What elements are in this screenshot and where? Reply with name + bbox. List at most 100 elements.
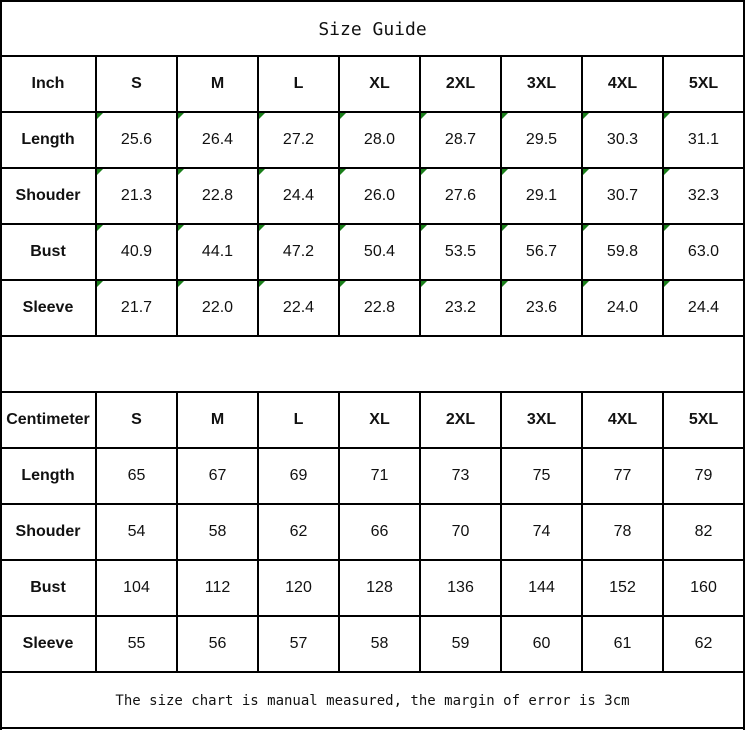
measurement-cell: 78 [613,523,632,540]
measurement-cell: 24.0 [606,299,639,316]
column-divider [338,55,340,337]
size-header-xl: XL [369,411,390,428]
row-divider [0,0,745,2]
measurement-cell: 58 [208,523,227,540]
text-number-marker-icon [583,225,589,231]
size-header-3xl: 3XL [526,75,557,92]
row-divider [0,447,745,449]
measurement-cell: 23.6 [525,299,558,316]
size-header-5xl: 5XL [688,75,719,92]
text-number-marker-icon [664,225,670,231]
measurement-cell: 40.9 [120,243,153,260]
column-divider [338,391,340,673]
text-number-marker-icon [664,169,670,175]
row-label-shouder: Shouder [15,523,81,540]
row-divider [0,391,745,393]
measurement-cell: 82 [694,523,713,540]
measurement-cell: 75 [532,467,551,484]
row-label-shouder: Shouder [15,187,81,204]
column-divider [662,55,664,337]
measurement-cell: 58 [370,635,389,652]
size-header-4xl: 4XL [607,75,638,92]
measurement-cell: 22.0 [201,299,234,316]
size-header-xl: XL [369,75,390,92]
measurement-cell: 24.4 [282,187,315,204]
text-number-marker-icon [259,225,265,231]
row-label-bust: Bust [30,243,66,260]
row-divider [0,615,745,617]
measurement-cell: 54 [127,523,146,540]
text-number-marker-icon [97,169,103,175]
column-divider [581,391,583,673]
text-number-marker-icon [421,113,427,119]
measurement-cell: 29.5 [525,131,558,148]
unit-header: Inch [31,75,65,92]
column-divider [419,55,421,337]
text-number-marker-icon [97,225,103,231]
measurement-cell: 27.6 [444,187,477,204]
size-header-2xl: 2XL [445,75,476,92]
measurement-cell: 31.1 [687,131,720,148]
text-number-marker-icon [340,169,346,175]
measurement-cell: 25.6 [120,131,153,148]
size-header-4xl: 4XL [607,411,638,428]
row-divider [0,55,745,57]
footer-note: The size chart is manual measured, the m… [115,693,630,709]
measurement-cell: 73 [451,467,470,484]
column-divider [581,55,583,337]
column-divider [176,391,178,673]
row-divider [0,671,745,673]
text-number-marker-icon [502,281,508,287]
row-divider [0,167,745,169]
text-number-marker-icon [178,113,184,119]
page-title: Size Guide [318,18,427,40]
column-divider [257,55,259,337]
row-label-length: Length [21,467,75,484]
measurement-cell: 56 [208,635,227,652]
measurement-cell: 62 [694,635,713,652]
text-number-marker-icon [421,281,427,287]
measurement-cell: 59.8 [606,243,639,260]
measurement-cell: 60 [532,635,551,652]
measurement-cell: 63.0 [687,243,720,260]
text-number-marker-icon [502,169,508,175]
measurement-cell: 104 [123,579,150,596]
column-divider [662,391,664,673]
measurement-cell: 70 [451,523,470,540]
measurement-cell: 29.1 [525,187,558,204]
row-divider [0,111,745,113]
measurement-cell: 71 [370,467,389,484]
text-number-marker-icon [421,225,427,231]
measurement-cell: 30.3 [606,131,639,148]
measurement-cell: 112 [204,579,231,596]
measurement-cell: 53.5 [444,243,477,260]
measurement-cell: 57 [289,635,308,652]
measurement-cell: 144 [528,579,555,596]
measurement-cell: 27.2 [282,131,315,148]
size-header-3xl: 3XL [526,411,557,428]
measurement-cell: 152 [609,579,636,596]
text-number-marker-icon [259,169,265,175]
measurement-cell: 32.3 [687,187,720,204]
size-header-l: L [293,75,304,92]
text-number-marker-icon [502,113,508,119]
text-number-marker-icon [97,281,103,287]
column-divider [500,55,502,337]
text-number-marker-icon [340,113,346,119]
measurement-cell: 26.0 [363,187,396,204]
column-divider [176,55,178,337]
size-header-2xl: 2XL [445,411,476,428]
measurement-cell: 28.0 [363,131,396,148]
row-divider [0,503,745,505]
column-divider [257,391,259,673]
size-header-m: M [210,75,225,92]
measurement-cell: 50.4 [363,243,396,260]
size-header-5xl: 5XL [688,411,719,428]
measurement-cell: 65 [127,467,146,484]
column-divider [419,391,421,673]
size-header-l: L [293,411,304,428]
text-number-marker-icon [97,113,103,119]
text-number-marker-icon [664,113,670,119]
measurement-cell: 136 [447,579,474,596]
